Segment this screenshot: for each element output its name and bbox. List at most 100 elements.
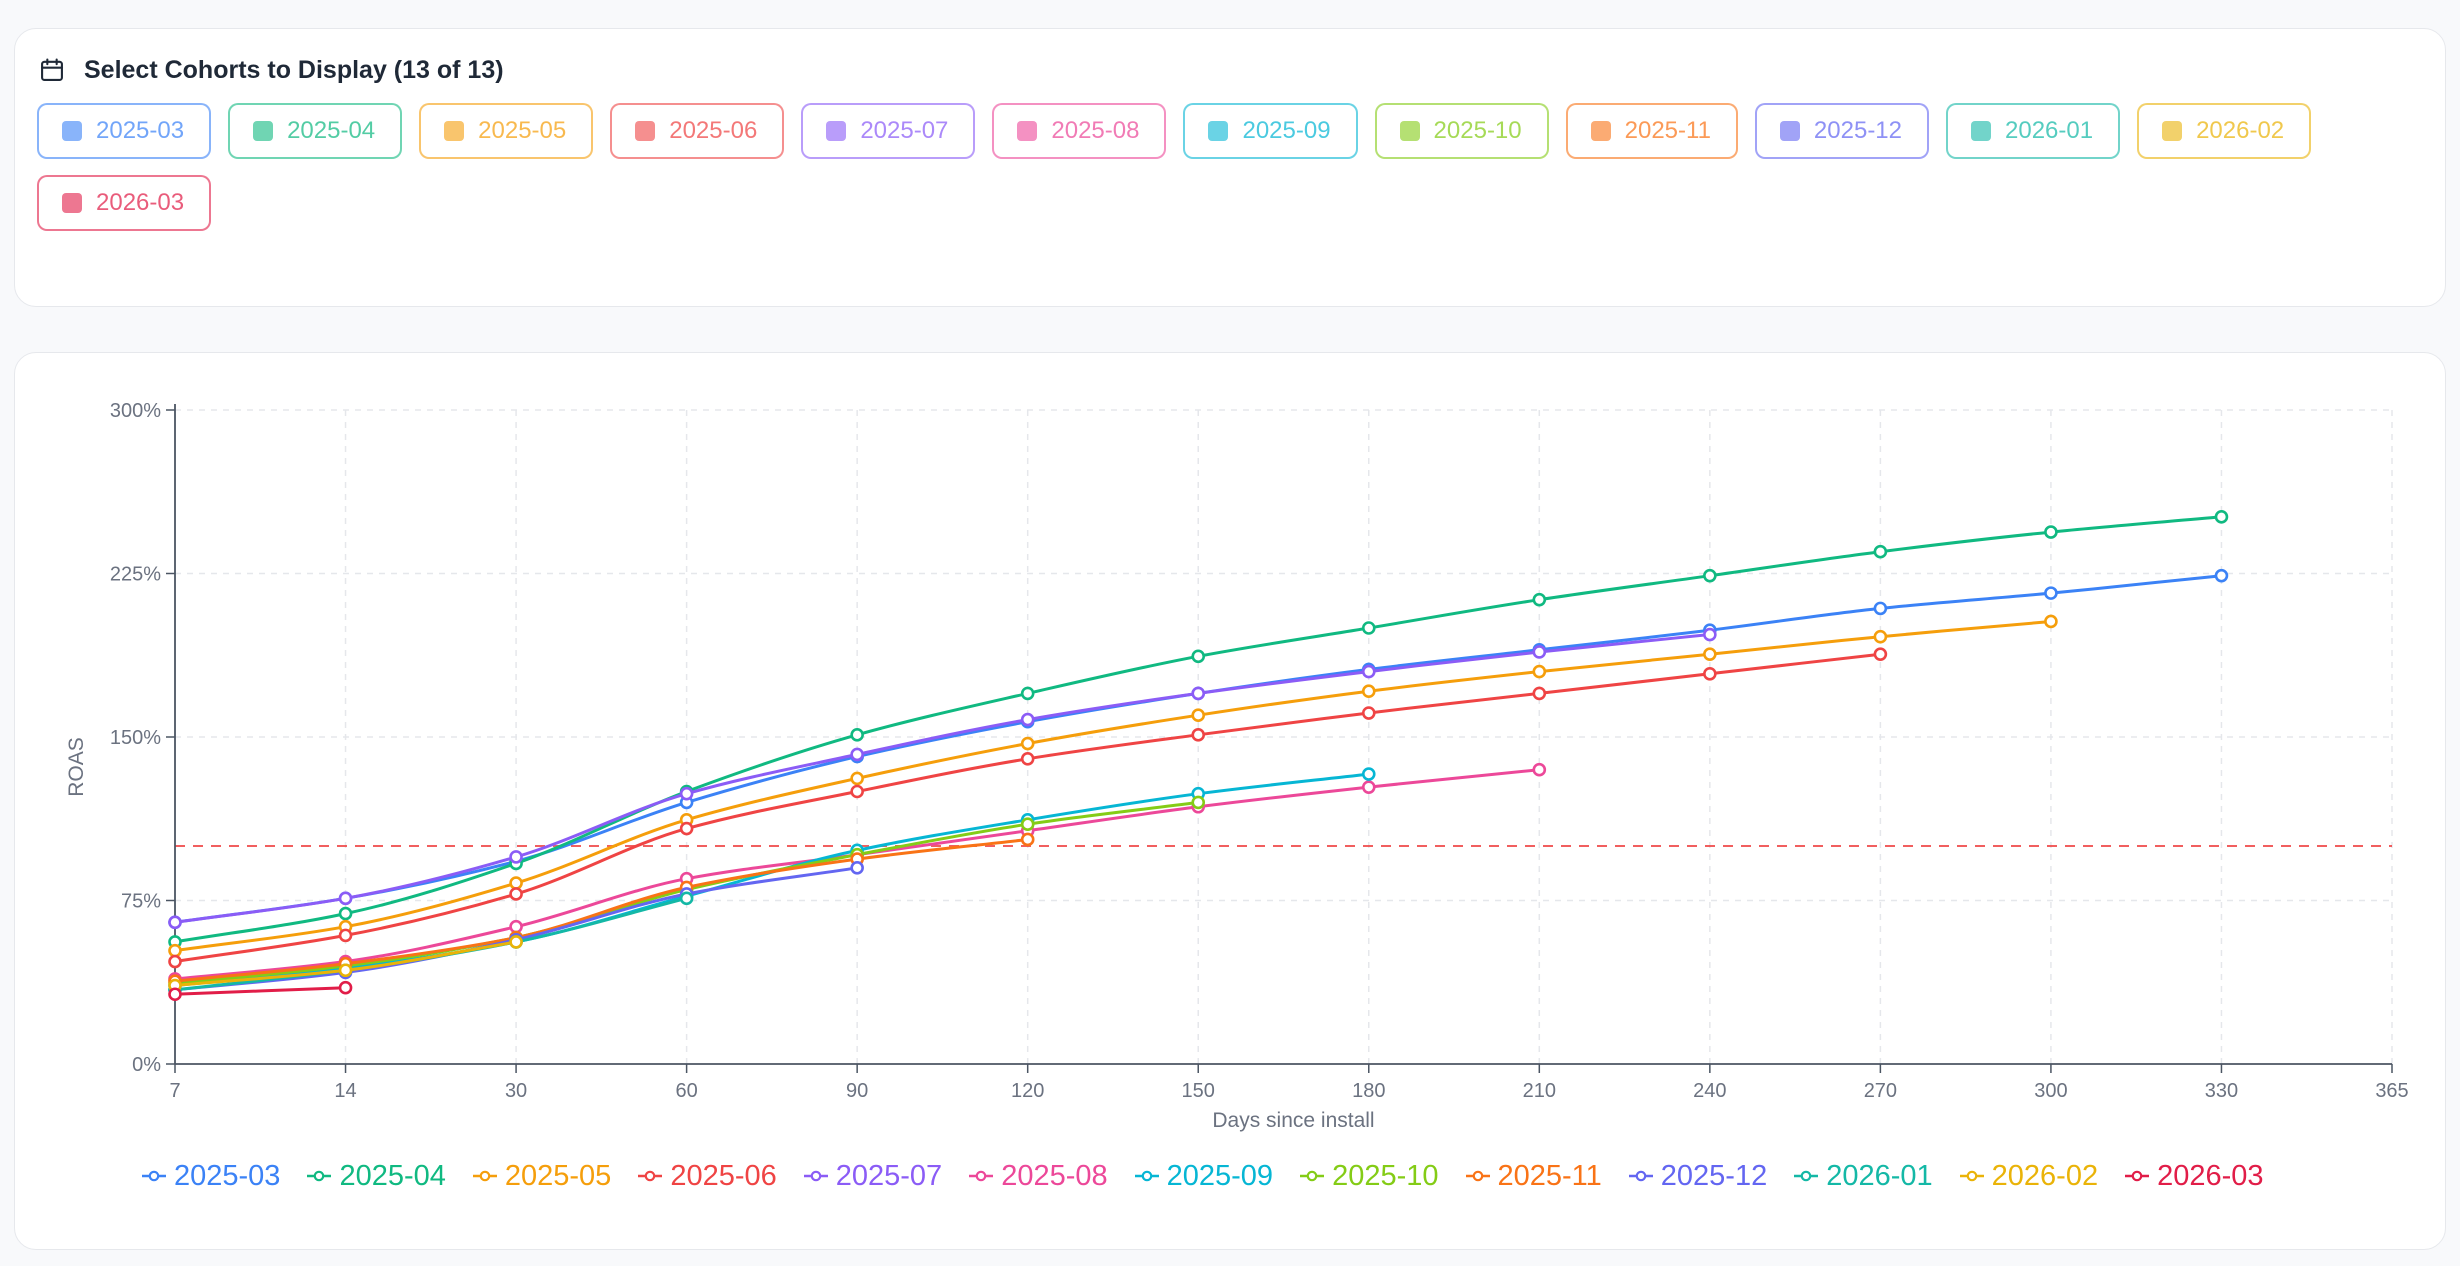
data-point-2025-10[interactable] [1191,795,1206,810]
cohort-chip-list: 2025-03 2025-04 2025-05 2025-06 2025-07 2025-… [37,103,2397,231]
data-point-2025-04[interactable] [1020,686,1035,701]
data-point-2025-05[interactable] [1703,647,1717,661]
data-point-2025-07[interactable] [1191,686,1206,701]
data-point-2025-05[interactable] [1020,736,1035,751]
cohort-chip-2025-05[interactable]: 2025-05 [419,103,594,159]
cohort-chip-2025-12[interactable]: 2025-12 [1754,103,1929,159]
cohort-chip-label: 2025-08 [1051,117,1140,144]
x-tick-label: 300 [2034,1080,2067,1102]
series-2026-03 [168,980,353,1002]
data-point-2025-06[interactable] [509,887,523,901]
legend-item-2025-06[interactable]: 2025-06 [638,1160,777,1193]
data-point-2025-06[interactable] [1020,751,1035,766]
data-point-2026-01[interactable] [679,891,694,906]
data-point-2025-08[interactable] [509,919,523,934]
data-point-2025-06[interactable] [1191,728,1206,742]
data-point-2025-07[interactable] [1361,664,1376,679]
legend-item-2026-03[interactable]: 2026-03 [2125,1160,2264,1193]
data-point-2025-06[interactable] [168,954,182,969]
data-point-2025-07[interactable] [338,891,353,906]
series-2025-07 [168,627,1717,930]
cohort-chip-2026-03[interactable]: 2026-03 [37,175,212,231]
data-point-2025-06[interactable] [1361,706,1376,720]
data-point-2025-07[interactable] [1020,712,1035,727]
legend-line-marker-icon [1794,1170,1819,1182]
cohort-chip-2025-03[interactable]: 2025-03 [37,103,212,159]
data-point-2025-11[interactable] [1020,832,1035,847]
legend-item-2025-12[interactable]: 2025-12 [1628,1160,1767,1193]
data-point-2025-07[interactable] [850,747,864,762]
x-tick-label: 7 [169,1080,180,1102]
cohort-chip-2025-10[interactable]: 2025-10 [1374,103,1549,159]
cohort-chip-swatch [1017,121,1038,141]
y-axis-title: ROAS [65,737,88,797]
legend-item-2025-11[interactable]: 2025-11 [1465,1160,1602,1193]
data-point-2025-05[interactable] [1873,629,1888,644]
x-axis-title: Days since install [1212,1109,1374,1132]
legend-item-2026-02[interactable]: 2026-02 [1959,1159,2099,1193]
legend-item-2026-01[interactable]: 2026-01 [1794,1160,1933,1193]
cohort-chip-2026-02[interactable]: 2026-02 [2137,103,2312,159]
data-point-2025-04[interactable] [850,728,864,742]
cohort-chip-label: 2025-03 [96,117,185,144]
legend-item-2025-04[interactable]: 2025-04 [307,1159,446,1193]
legend-item-2025-05[interactable]: 2025-05 [472,1160,611,1193]
data-point-2025-05[interactable] [168,943,182,958]
data-point-2025-05[interactable] [1532,664,1547,679]
legend-item-2025-03[interactable]: 2025-03 [142,1160,280,1193]
data-point-2025-07[interactable] [509,850,523,864]
data-point-2025-05[interactable] [509,876,523,890]
data-point-2025-05[interactable] [1361,684,1376,699]
data-point-2025-03[interactable] [2214,568,2229,583]
data-point-2025-04[interactable] [1703,568,1717,583]
cohort-chip-2025-11[interactable]: 2025-11 [1565,103,1738,159]
data-point-2025-06[interactable] [1703,666,1717,681]
data-point-2025-09[interactable] [1361,767,1376,781]
legend-label: 2025-04 [339,1159,446,1192]
calendar-icon [41,58,63,81]
data-point-2026-03[interactable] [168,987,182,1002]
data-point-2025-04[interactable] [1873,544,1888,559]
data-point-2026-03[interactable] [338,980,353,995]
data-point-2025-07[interactable] [168,915,182,930]
data-point-2026-02[interactable] [509,935,523,949]
legend-item-2025-10[interactable]: 2025-10 [1300,1160,1439,1193]
cohort-chip-2025-08[interactable]: 2025-08 [992,103,1167,159]
series-line-2025-11 [174,838,1028,983]
data-point-2025-04[interactable] [338,906,353,921]
data-point-2025-08[interactable] [1532,762,1547,777]
data-point-2025-04[interactable] [1532,592,1547,607]
data-point-2025-04[interactable] [2044,525,2058,539]
legend-item-2025-08[interactable]: 2025-08 [969,1160,1108,1193]
data-point-2025-06[interactable] [850,784,864,799]
data-point-2025-06[interactable] [1873,647,1888,661]
data-point-2025-03[interactable] [1873,601,1888,616]
data-point-2026-02[interactable] [338,963,353,978]
data-point-2025-05[interactable] [2044,614,2058,629]
cohort-chip-2025-07[interactable]: 2025-07 [801,103,976,159]
cohort-chip-2025-09[interactable]: 2025-09 [1183,103,1358,159]
data-point-2025-06[interactable] [679,821,694,836]
legend-item-2025-07[interactable]: 2025-07 [803,1160,942,1193]
data-point-2025-06[interactable] [338,928,353,943]
data-point-2025-04[interactable] [1191,649,1206,664]
data-point-2025-07[interactable] [679,786,694,801]
data-point-2025-04[interactable] [1361,621,1376,635]
cohort-chip-2025-06[interactable]: 2025-06 [610,103,785,159]
data-point-2025-05[interactable] [850,771,864,786]
data-point-2025-03[interactable] [2044,586,2058,600]
data-point-2025-07[interactable] [1703,627,1717,642]
cohort-chip-swatch [826,121,847,141]
data-point-2025-10[interactable] [1020,817,1035,832]
data-point-2025-07[interactable] [1532,645,1547,659]
data-point-2025-08[interactable] [1361,780,1376,794]
legend-line-marker-icon [1134,1170,1159,1182]
data-point-2025-04[interactable] [2214,510,2229,524]
cohort-chip-2025-04[interactable]: 2025-04 [228,103,403,159]
legend-item-2025-09[interactable]: 2025-09 [1134,1160,1273,1193]
data-point-2025-12[interactable] [850,860,864,875]
data-point-2025-05[interactable] [1191,708,1206,723]
data-point-2025-06[interactable] [1532,686,1547,701]
cohort-chip-2026-01[interactable]: 2026-01 [1946,103,2121,159]
legend-label: 2026-02 [1991,1159,2099,1192]
